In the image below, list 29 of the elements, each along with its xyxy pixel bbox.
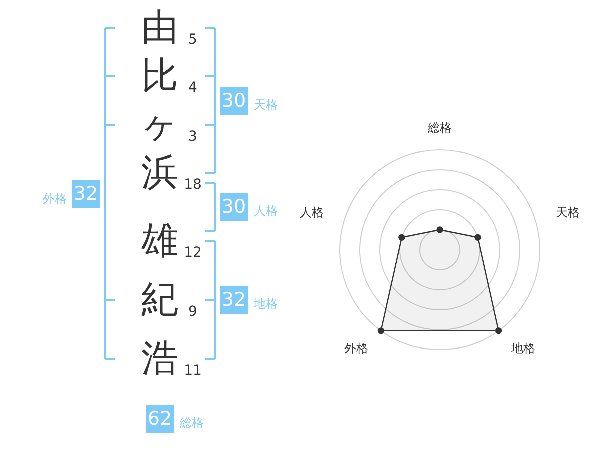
- data-label: 18: [183, 177, 203, 193]
- spoke-label: 天格: [556, 205, 580, 220]
- text: 30: [220, 86, 248, 114]
- category-label: 比: [140, 54, 180, 97]
- text: 人格: [254, 204, 278, 218]
- category-label: 由: [140, 6, 180, 49]
- text: 32: [72, 180, 100, 208]
- data-label: 4: [188, 80, 198, 96]
- text: 外格: [42, 192, 67, 206]
- spoke-label: 人格: [300, 205, 324, 220]
- spoke-label: 外格: [344, 342, 368, 356]
- category-label: 浜: [140, 151, 180, 194]
- text: 62: [146, 405, 174, 433]
- text: 32: [220, 286, 248, 314]
- data-label: 9: [188, 304, 198, 320]
- category-label: ヶ: [140, 103, 180, 146]
- category-label: 雄: [140, 219, 180, 262]
- data-label: 11: [183, 363, 203, 379]
- spoke-label: 総格: [427, 121, 452, 135]
- text: 総格: [180, 416, 204, 430]
- text: 天格: [254, 98, 278, 112]
- category-label: 浩: [140, 337, 180, 380]
- data-label: 12: [183, 245, 203, 261]
- data-label: 3: [188, 129, 198, 145]
- category-label: 紀: [140, 278, 180, 321]
- text: 地格: [254, 297, 278, 311]
- spoke-label: 地格: [510, 342, 536, 356]
- text: 30: [220, 193, 248, 221]
- data-label: 5: [188, 32, 198, 48]
